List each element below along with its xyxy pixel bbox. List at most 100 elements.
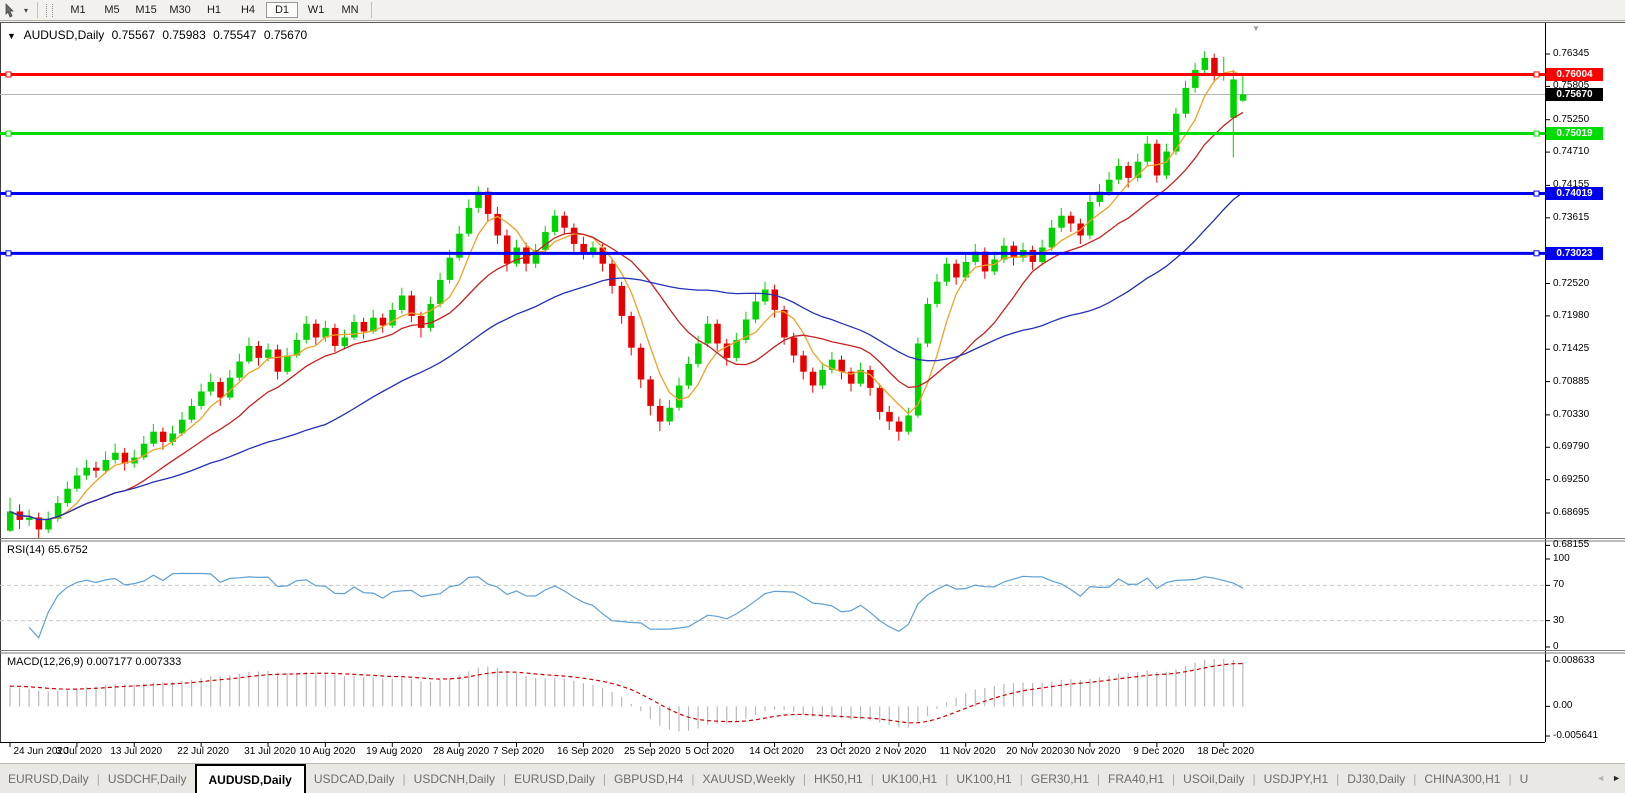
date-axis-label: 20 Nov 2020 xyxy=(1006,746,1063,757)
price-line-badge[interactable]: 0.74019 xyxy=(1546,187,1603,201)
tab-usoil-daily[interactable]: USOil,Daily xyxy=(1183,771,1245,786)
axis-ticks xyxy=(9,53,1550,747)
timeframe-button-m1[interactable]: M1 xyxy=(70,4,86,16)
timeframe-button-w1[interactable]: W1 xyxy=(307,4,325,16)
price-axis-tick: 0.68155 xyxy=(1553,539,1590,551)
date-axis-label: 14 Oct 2020 xyxy=(749,746,804,757)
tab-xauusd-weekly[interactable]: XAUUSD,Weekly xyxy=(702,771,795,786)
price-axis-tick: 0.70885 xyxy=(1553,375,1590,387)
date-axis-label: 22 Jul 2020 xyxy=(177,746,229,757)
price-axis-tick: 0.69250 xyxy=(1553,473,1590,485)
tab-scroll-arrows: ◄ ► xyxy=(1596,763,1621,793)
tab-usdcnh-daily[interactable]: USDCNH,Daily xyxy=(413,771,496,786)
price-line-badge[interactable]: 0.75019 xyxy=(1546,127,1603,141)
open-value: 0.75567 xyxy=(111,28,156,42)
price-axis-tick: 0.75805 xyxy=(1553,80,1590,92)
tab-eurusd-daily[interactable]: EURUSD,Daily xyxy=(514,771,595,786)
tab-usdjpy-h1[interactable]: USDJPY,H1 xyxy=(1263,771,1329,786)
price-line-badge[interactable]: 0.76004 xyxy=(1546,67,1603,81)
tab-separator: | xyxy=(802,771,807,786)
price-axis-tick: 0.74710 xyxy=(1553,146,1590,158)
tab-separator: | xyxy=(1252,771,1256,786)
date-axis-label: 10 Aug 2020 xyxy=(299,746,356,757)
collapse-icon[interactable]: ▼ xyxy=(7,31,16,41)
date-axis-label: 28 Aug 2020 xyxy=(433,746,490,757)
price-line-badge[interactable]: 0.73023 xyxy=(1546,246,1603,260)
date-axis-label: 24 Jun 2020 xyxy=(13,746,69,757)
rsi-indicator-label: RSI(14) 65.6752 xyxy=(7,544,88,556)
tab-separator: | xyxy=(945,771,949,786)
rsi-pane xyxy=(0,572,1545,639)
price-axis-tick: 0.73615 xyxy=(1553,211,1590,223)
tab-separator: | xyxy=(1508,771,1512,786)
tab-usdcad-daily[interactable]: USDCAD,Daily xyxy=(313,771,395,786)
date-axis-label: 16 Sep 2020 xyxy=(557,746,614,757)
rsi-axis-tick: 0 xyxy=(1553,641,1559,652)
tab-china300-h1[interactable]: CHINA300,H1 xyxy=(1424,771,1501,786)
date-axis-label: 7 Sep 2020 xyxy=(492,746,545,757)
macd-pane xyxy=(9,659,1244,732)
tab-separator: | xyxy=(602,771,606,786)
rsi-axis-tick: 30 xyxy=(1553,614,1565,626)
date-axis-label: 23 Oct 2020 xyxy=(816,746,871,757)
date-axis-label: 9 Dec 2020 xyxy=(1133,746,1185,757)
macd-axis-tick: -0.005641 xyxy=(1553,729,1599,741)
horizontal-price-lines xyxy=(0,71,1545,257)
price-axis-tick: 0.76345 xyxy=(1553,48,1590,59)
tab-dj30-daily[interactable]: DJ30,Daily xyxy=(1347,771,1406,786)
tab-separator: | xyxy=(1336,771,1340,786)
tab-eurusd-daily[interactable]: EURUSD,Daily xyxy=(8,771,89,786)
chart-canvas[interactable] xyxy=(0,23,1625,763)
tab-scroll-left-icon[interactable]: ◄ xyxy=(1596,773,1606,783)
tab-u[interactable]: U xyxy=(1519,771,1529,786)
timeframe-button-m15[interactable]: M15 xyxy=(135,4,157,16)
date-axis-label: 25 Sep 2020 xyxy=(623,746,681,757)
toolbar-grip[interactable] xyxy=(46,3,54,17)
tab-scroll-right-icon[interactable]: ► xyxy=(1612,773,1621,783)
date-axis-label: 2 Nov 2020 xyxy=(875,746,927,757)
date-axis-label: 18 Dec 2020 xyxy=(1197,746,1255,757)
chart-area[interactable]: ▼ AUDUSD,Daily 0.75567 0.75983 0.75547 0… xyxy=(0,22,1625,763)
crosshair-cursor-icon[interactable] xyxy=(4,2,22,18)
tab-usdchf-daily[interactable]: USDCHF,Daily xyxy=(107,771,187,786)
price-axis-tick: 0.69790 xyxy=(1553,441,1590,453)
date-axis-label: 3 Jul 2020 xyxy=(55,746,102,757)
rsi-axis-tick: 70 xyxy=(1553,579,1565,591)
close-value: 0.75670 xyxy=(263,28,308,42)
tab-separator: | xyxy=(96,771,100,786)
chart-title: ▼ AUDUSD,Daily 0.75567 0.75983 0.75547 0… xyxy=(7,28,311,42)
tab-hk50-h1[interactable]: HK50,H1 xyxy=(814,771,863,786)
date-axis-label: 30 Nov 2020 xyxy=(1063,746,1121,757)
macd-indicator-label: MACD(12,26,9) 0.007177 0.007333 xyxy=(7,656,182,668)
price-axis-tick: 0.70330 xyxy=(1553,408,1590,420)
tab-audusd-daily[interactable]: AUDUSD,Daily xyxy=(194,764,306,793)
macd-axis-tick: 0.008633 xyxy=(1553,655,1595,666)
price-axis-tick: 0.74155 xyxy=(1553,179,1590,191)
price-axis-tick: 0.72520 xyxy=(1553,277,1590,289)
price-axis-tick: 0.71425 xyxy=(1553,343,1590,355)
timeframe-toolbar: ▾ M1 M5 M15 M30 H1 H4 D1 W1 MN xyxy=(0,0,1625,21)
tab-uk100-h1[interactable]: UK100,H1 xyxy=(881,771,938,786)
chevron-down-icon[interactable]: ▾ xyxy=(24,5,29,15)
chart-shift-marker[interactable]: ▼ xyxy=(1252,24,1260,33)
timeframe-button-h4[interactable]: H4 xyxy=(240,4,256,16)
candlesticks xyxy=(7,51,1247,538)
tab-uk100-h1[interactable]: UK100,H1 xyxy=(956,771,1012,786)
timeframe-button-h1[interactable]: H1 xyxy=(206,4,222,16)
timeframe-button-m5[interactable]: M5 xyxy=(104,4,120,16)
date-axis-label: 11 Nov 2020 xyxy=(939,746,996,757)
macd-axis-tick: 0.00 xyxy=(1553,700,1573,712)
rsi-axis-tick: 100 xyxy=(1553,553,1570,564)
timeframe-button-d1[interactable]: D1 xyxy=(266,2,299,18)
tab-separator: | xyxy=(691,771,695,786)
tab-separator: | xyxy=(1413,771,1417,786)
price-axis-tick: 0.75250 xyxy=(1553,113,1590,125)
tab-gbpusd-h4[interactable]: GBPUSD,H4 xyxy=(613,771,684,786)
tab-separator: | xyxy=(1096,771,1101,786)
tab-fra40-h1[interactable]: FRA40,H1 xyxy=(1108,771,1165,786)
timeframe-button-m30[interactable]: M30 xyxy=(169,4,191,16)
tab-ger30-h1[interactable]: GER30,H1 xyxy=(1030,771,1089,786)
timeframe-button-mn[interactable]: MN xyxy=(341,4,359,16)
high-value: 0.75983 xyxy=(162,28,206,42)
toolbar-separator xyxy=(371,2,373,18)
